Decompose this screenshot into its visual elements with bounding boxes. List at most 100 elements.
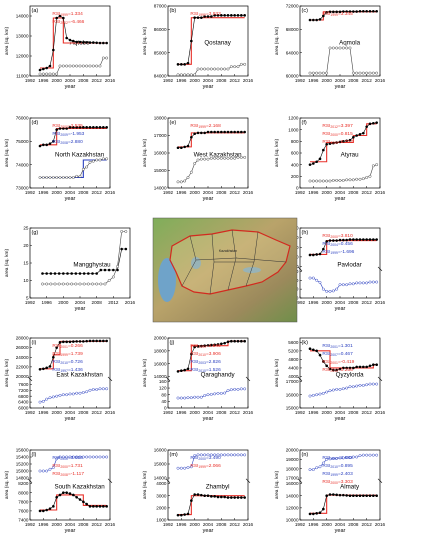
- data-point: [72, 126, 75, 129]
- rsi-annotation: RSI1999=1.739: [52, 351, 83, 357]
- data-point: [38, 367, 42, 371]
- x-axis-label: year: [203, 196, 214, 202]
- x-tick-label: 2012: [362, 300, 373, 305]
- data-point: [348, 385, 352, 389]
- data-point: [206, 453, 210, 457]
- data-point: [82, 500, 85, 504]
- y-tick-label: 10000: [286, 518, 299, 523]
- data-point: [226, 340, 230, 344]
- data-point: [342, 10, 345, 13]
- data-point: [190, 499, 193, 502]
- data-point: [78, 455, 82, 459]
- data-point: [325, 240, 328, 243]
- data-point: [311, 276, 315, 280]
- data-point: [105, 157, 109, 161]
- data-point: [365, 281, 369, 285]
- data-point: [176, 370, 180, 373]
- data-point: [308, 179, 312, 183]
- chart-panel-4: 1992 1996 2000 2004 2008 2012 2016 14000 15000 16…: [142, 116, 254, 202]
- data-point: [70, 272, 73, 275]
- data-point: [41, 399, 45, 403]
- data-point: [75, 174, 79, 178]
- data-point: [315, 512, 318, 515]
- x-tick-label: 2004: [203, 410, 214, 415]
- regime-shift-line: [40, 127, 107, 146]
- data-point: [186, 512, 190, 516]
- data-point: [49, 282, 53, 286]
- data-point: [219, 391, 223, 395]
- data-point: [65, 36, 68, 40]
- caspian-sea: [158, 258, 176, 302]
- axis-break-mark: [107, 478, 113, 484]
- data-point: [88, 455, 92, 459]
- data-point: [342, 493, 345, 497]
- data-point: [312, 512, 315, 516]
- data-point: [85, 64, 89, 68]
- x-tick-label: 2004: [75, 300, 86, 305]
- data-point: [233, 156, 237, 160]
- data-point: [196, 158, 200, 162]
- y-tick-label: 1000: [288, 127, 299, 132]
- data-point: [58, 64, 62, 68]
- data-point: [103, 282, 107, 286]
- data-point: [240, 339, 243, 343]
- x-tick-label: 2004: [203, 78, 214, 83]
- data-point: [95, 505, 98, 508]
- data-point: [91, 272, 94, 275]
- data-point: [311, 393, 315, 397]
- data-point: [196, 131, 200, 135]
- data-point: [206, 393, 210, 397]
- data-point: [55, 72, 59, 76]
- data-point: [229, 453, 233, 457]
- data-point: [98, 339, 102, 343]
- rsi-annotation: RSI1999=1.334: [52, 11, 83, 17]
- x-tick-label: 1992: [163, 78, 174, 83]
- y-tick-label: 4000: [156, 481, 167, 486]
- axis-break-mark: [245, 376, 251, 382]
- data-point: [223, 453, 227, 457]
- data-point: [312, 348, 315, 352]
- data-point: [223, 495, 226, 499]
- y-tick-label: 18000: [154, 116, 167, 121]
- x-tick-label: 1996: [308, 410, 319, 415]
- data-point: [111, 275, 115, 279]
- x-tick-label: 1992: [25, 78, 36, 83]
- panel-letter: (e): [170, 120, 177, 126]
- x-tick-label: 2016: [375, 78, 386, 83]
- y-tick-label: 16000: [286, 392, 299, 397]
- data-point: [371, 164, 375, 168]
- panel-title: South Kazakhstan: [54, 484, 105, 491]
- data-point: [355, 10, 358, 13]
- data-point: [193, 454, 197, 458]
- data-point: [216, 156, 220, 160]
- data-point: [91, 388, 95, 391]
- panel-title: East Kazakhstan: [56, 372, 103, 379]
- x-tick-label: 2008: [78, 410, 89, 415]
- y-tick-label: 14800: [16, 476, 29, 481]
- data-point: [342, 238, 345, 242]
- data-point: [321, 71, 325, 75]
- rsi-annotation: RSI2008=2.880: [52, 139, 83, 145]
- chart-panel-1: 1992 1996 2000 2004 2008 2012 2016 84000 85000 86…: [142, 4, 254, 90]
- data-point: [361, 281, 365, 285]
- data-point: [186, 396, 190, 400]
- data-point: [179, 73, 183, 77]
- data-point: [365, 365, 368, 369]
- data-point: [348, 366, 352, 370]
- data-point: [229, 388, 233, 392]
- data-point: [112, 268, 115, 272]
- data-point: [200, 344, 203, 348]
- data-point: [45, 143, 48, 147]
- x-tick-label: 1992: [163, 410, 174, 415]
- data-point: [82, 126, 85, 129]
- data-point: [65, 340, 68, 344]
- data-point: [186, 367, 190, 371]
- data-point: [68, 64, 72, 68]
- data-point: [321, 461, 325, 465]
- regime-shift-line: [310, 494, 377, 514]
- data-point: [206, 130, 210, 134]
- y-axis-label: area (sq. km): [142, 138, 148, 167]
- chart-panel-6: 1992 1996 2000 2004 2008 2012 2016 5 10 15 20 25(g)…: [4, 226, 136, 312]
- data-point: [220, 130, 223, 134]
